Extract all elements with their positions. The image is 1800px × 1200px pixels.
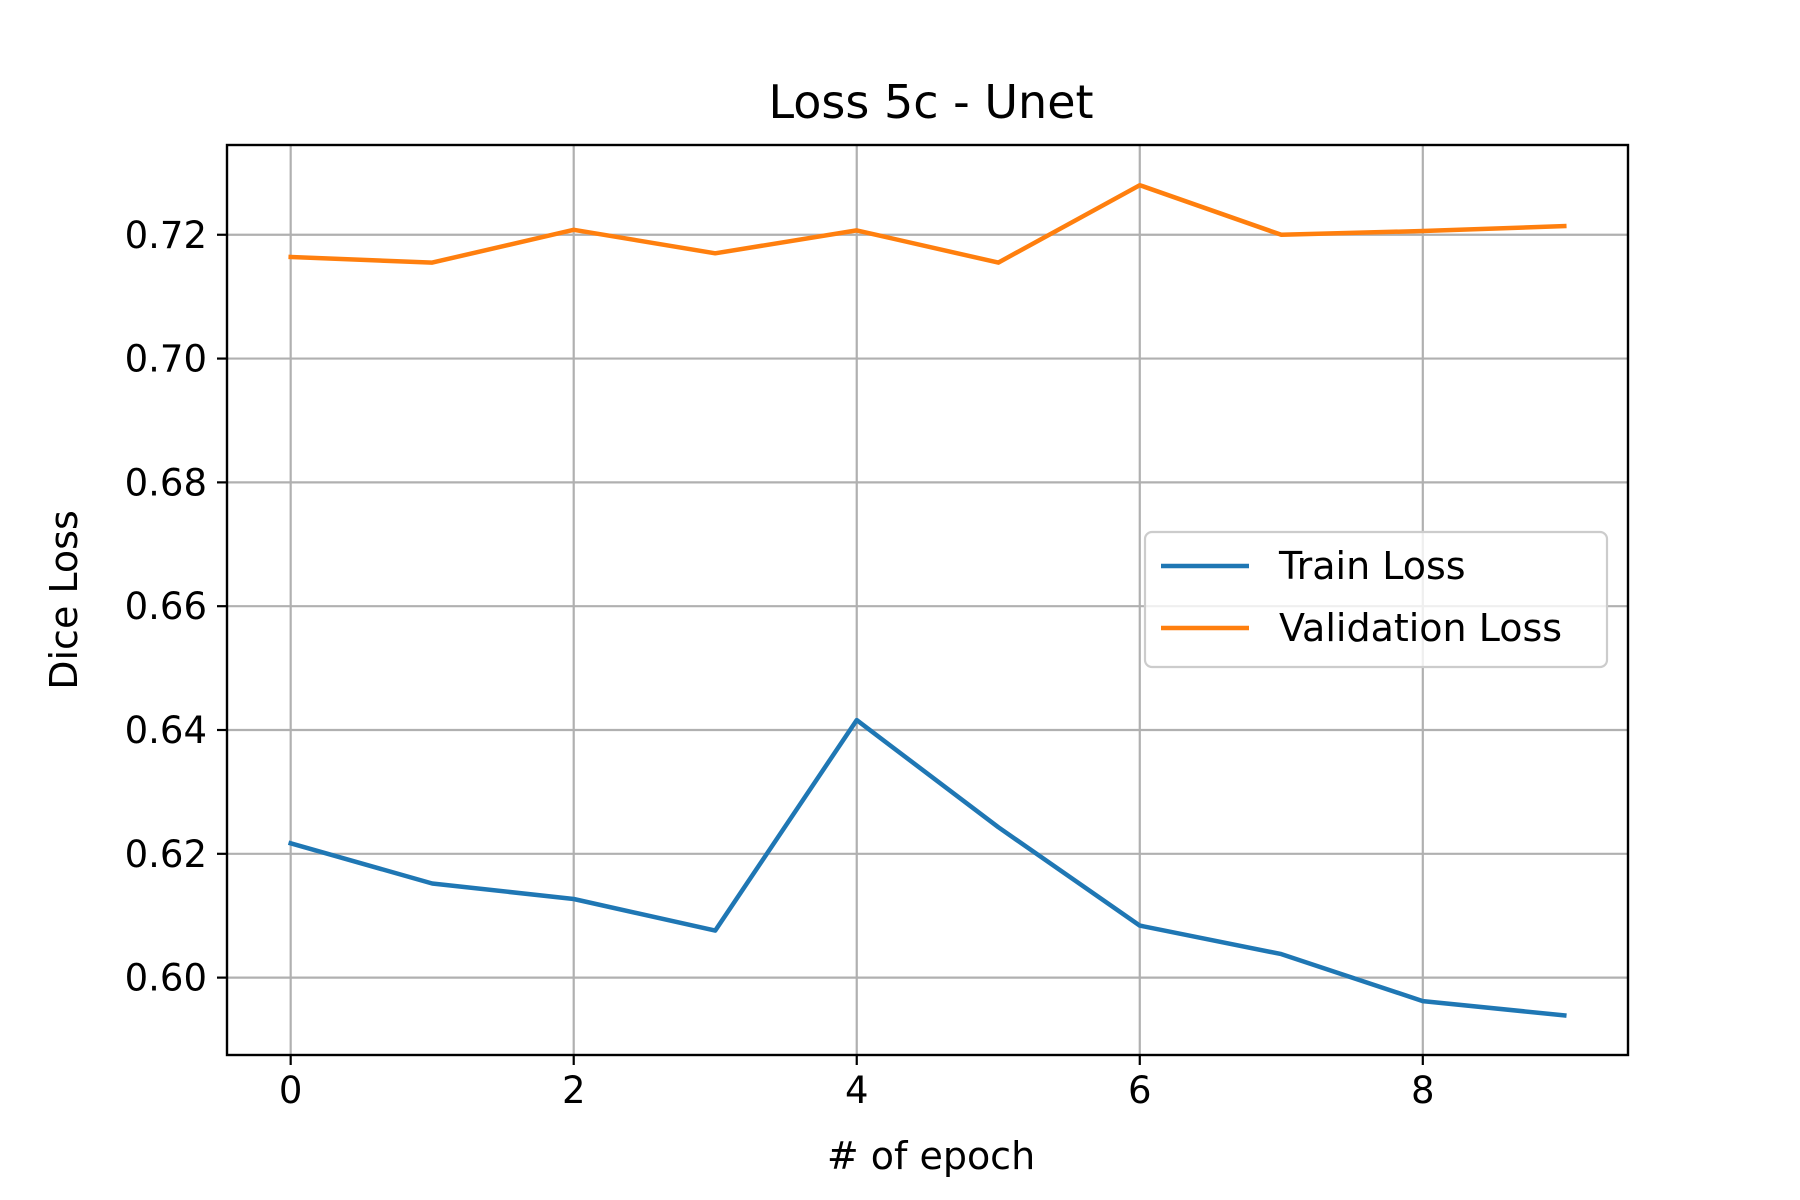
y-tick-label: 0.68	[125, 461, 207, 504]
grid-lines	[227, 145, 1628, 1055]
series-lines	[287, 182, 1567, 1018]
plot-frame	[225, 143, 1630, 1057]
legend-box	[1143, 530, 1609, 669]
y-tick-label: 0.62	[125, 833, 207, 876]
legend-label-validation-loss: Validation Loss	[1279, 606, 1562, 650]
y-axis-label: Dice Loss	[42, 510, 86, 690]
y-tick-label: 0.64	[125, 709, 207, 752]
x-tick-label: 6	[1128, 1069, 1152, 1112]
x-tick-label: 2	[562, 1069, 586, 1112]
series-line-validation-loss	[288, 182, 1567, 265]
series-line-train-loss	[287, 717, 1567, 1018]
y-tick-label: 0.70	[125, 338, 207, 381]
y-tick-label: 0.72	[125, 214, 207, 257]
chart-title: Loss 5c - Unet	[768, 75, 1093, 129]
x-tick-label: 4	[845, 1069, 869, 1112]
axis-ticks: 0 2 4 6 8 0.60 0.62 0.64 0.66 0.68 0.70 0.72	[125, 214, 1435, 1112]
y-tick-label: 0.60	[125, 957, 207, 1000]
x-tick-label: 8	[1411, 1069, 1435, 1112]
legend-label-train-loss: Train Loss	[1278, 544, 1466, 588]
x-tick-label: 0	[279, 1069, 303, 1112]
x-axis-label: # of epoch	[827, 1134, 1035, 1178]
y-tick-label: 0.66	[125, 585, 207, 628]
legend: Train Loss Validation Loss	[1143, 530, 1609, 669]
